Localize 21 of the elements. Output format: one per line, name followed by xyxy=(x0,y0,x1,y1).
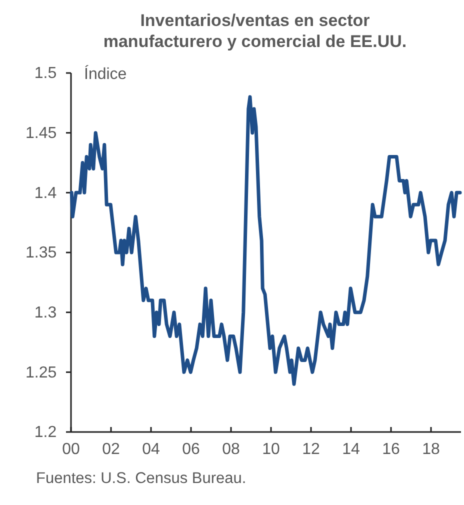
y-tick-label: 1.35 xyxy=(25,244,57,262)
y-tick-label: 1.45 xyxy=(25,124,57,142)
x-tick-label: 04 xyxy=(142,441,160,458)
x-tick-label: 02 xyxy=(102,441,120,458)
y-axis-title: Índice xyxy=(84,65,127,83)
x-tick-label: 10 xyxy=(262,441,280,458)
y-tick-label: 1.3 xyxy=(34,304,57,322)
x-tick-label: 06 xyxy=(182,441,200,458)
x-tick-label: 18 xyxy=(422,441,440,458)
y-tick-label: 1.2 xyxy=(34,424,57,442)
line-series xyxy=(70,95,462,386)
y-tick-label: 1.5 xyxy=(34,65,57,82)
chart-title: Inventarios/ventas en sector manufacturero y comercial de EE.UU. xyxy=(103,11,407,51)
x-tick-label: 12 xyxy=(302,441,320,458)
x-tick-label: 00 xyxy=(62,441,80,458)
x-tick-label: 14 xyxy=(342,441,360,458)
y-tick-label: 1.4 xyxy=(34,184,57,202)
x-tick-label: 08 xyxy=(222,441,240,458)
y-tick-label: 1.25 xyxy=(25,364,57,382)
source-note: Fuentes: U.S. Census Bureau. xyxy=(36,470,246,487)
x-tick-label: 16 xyxy=(382,441,400,458)
